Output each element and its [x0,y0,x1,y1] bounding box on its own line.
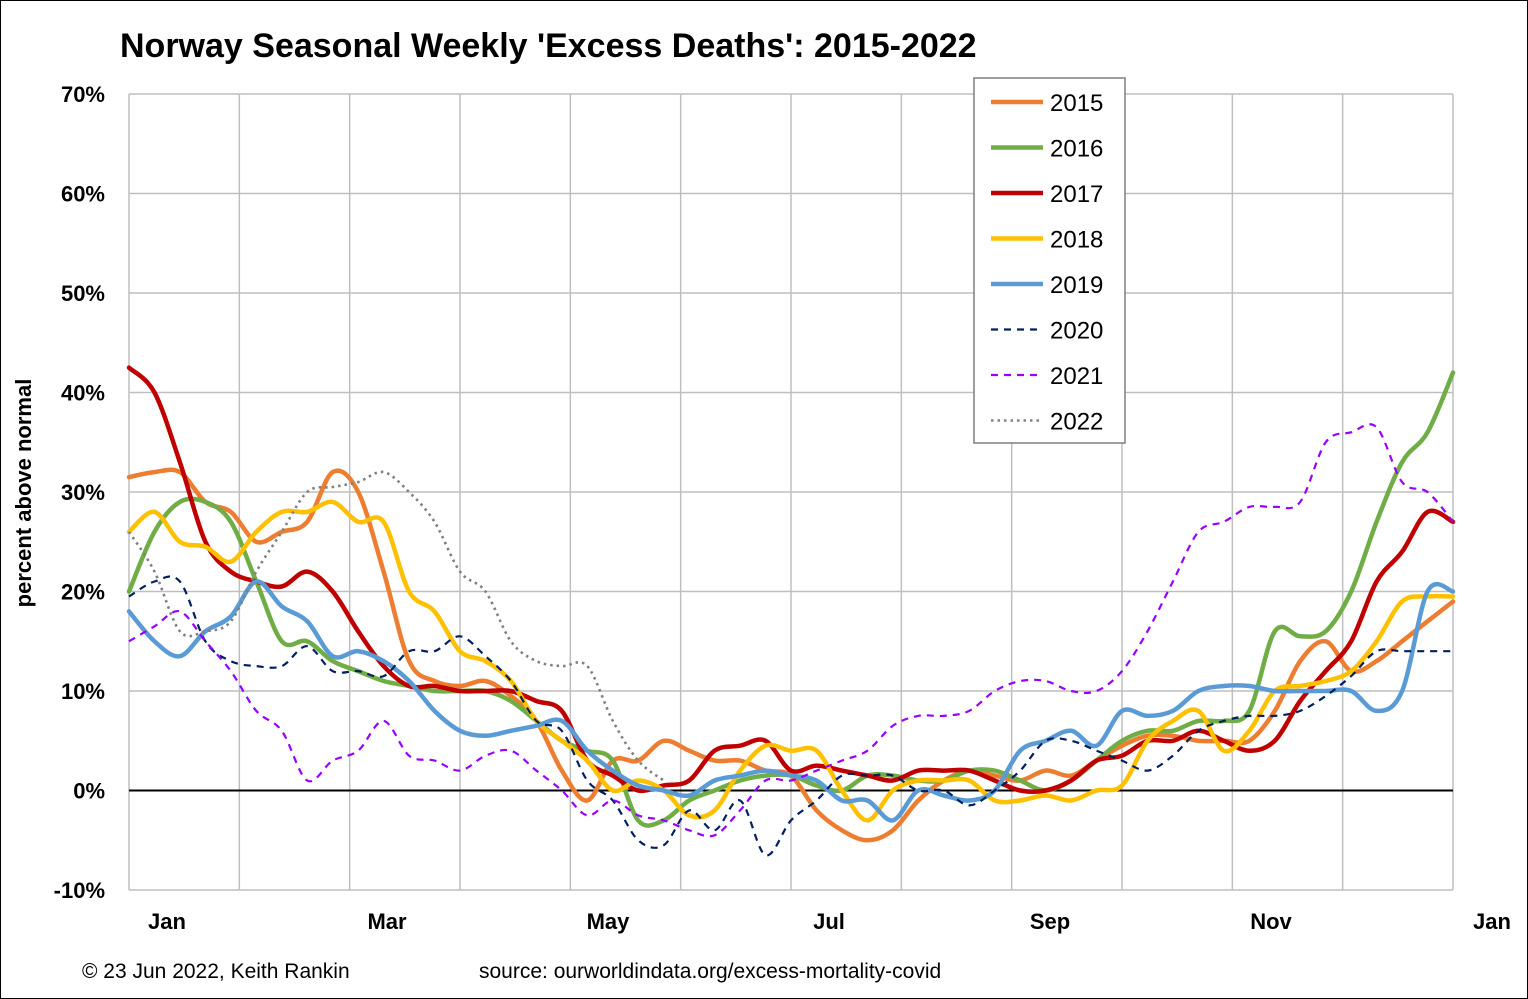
y-axis-label: percent above normal [11,379,36,608]
legend: 2015 2016 2017 2018 2019 2020 2021 2022 [973,77,1126,444]
legend-label-2017: 2017 [1050,181,1103,208]
series-line-2022 [127,470,665,782]
series-line-2018 [126,499,1456,823]
y-tick-label: 50% [61,281,105,306]
series-line-2020 [128,575,1454,857]
y-tick-label: 10% [61,679,105,704]
x-tick-label: Jul [813,909,845,934]
y-tick-label: 30% [61,480,105,505]
legend-label-2016: 2016 [1050,136,1103,163]
series-line-2021 [128,423,1454,838]
x-tick-label: Jan [148,909,186,934]
x-tick-labels: Jan Mar May Jul Sep Nov Jan [148,909,1511,934]
legend-items: 2015 2016 2017 2018 2019 2020 2021 2022 [991,90,1103,436]
x-tick-label: Mar [367,909,407,934]
y-tick-label: 60% [61,182,105,207]
source-note: source: ourworldindata.org/excess-mortal… [479,960,941,983]
grid [128,93,1454,891]
x-tick-label: Nov [1250,909,1292,934]
y-tick-labels: 70% 60% 50% 40% 30% 20% 10% 0% -10% [54,82,105,903]
legend-label-2022: 2022 [1050,409,1103,436]
series-line-2019 [126,579,1456,823]
series-line-2017 [126,365,1456,795]
legend-label-2020: 2020 [1050,318,1103,345]
y-tick-label: 20% [61,580,105,605]
x-tick-label: May [587,909,631,934]
legend-label-2021: 2021 [1050,363,1103,390]
legend-box [973,77,1126,444]
legend-label-2019: 2019 [1050,272,1103,299]
legend-label-2018: 2018 [1050,227,1103,254]
chart-title: Norway Seasonal Weekly 'Excess Deaths': … [120,27,977,65]
y-tick-label: 40% [61,381,105,406]
x-tick-label: Sep [1030,909,1070,934]
y-tick-label: 0% [73,779,105,804]
y-tick-label: 70% [61,82,105,107]
legend-label-2015: 2015 [1050,90,1103,117]
series-lines [126,365,1456,857]
x-tick-label: Jan [1473,909,1511,934]
copyright-note: © 23 Jun 2022, Keith Rankin [82,960,350,983]
y-tick-label: -10% [54,878,105,903]
